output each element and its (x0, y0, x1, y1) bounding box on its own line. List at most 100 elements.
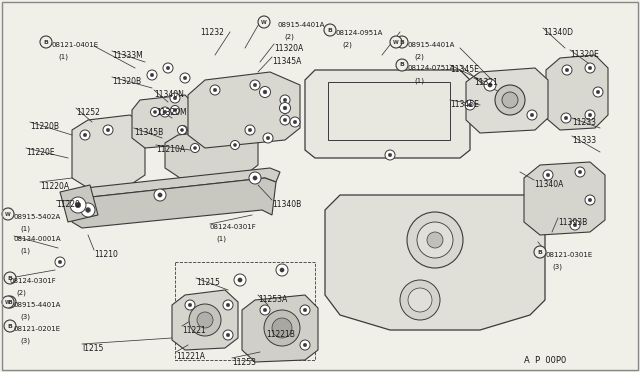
Circle shape (280, 95, 290, 105)
Circle shape (283, 106, 287, 110)
Text: 11340D: 11340D (543, 28, 573, 37)
Circle shape (189, 304, 221, 336)
Circle shape (234, 274, 246, 286)
Circle shape (276, 264, 288, 276)
Polygon shape (325, 195, 545, 330)
Text: 11333M: 11333M (112, 51, 143, 60)
Circle shape (573, 223, 577, 227)
Circle shape (70, 197, 86, 213)
Text: (1): (1) (20, 248, 30, 254)
Circle shape (396, 36, 408, 48)
Circle shape (223, 300, 233, 310)
Circle shape (188, 303, 192, 307)
Polygon shape (72, 168, 280, 202)
Circle shape (484, 79, 496, 91)
Text: 11345B: 11345B (134, 128, 163, 137)
Circle shape (564, 116, 568, 120)
Circle shape (263, 133, 273, 143)
Circle shape (166, 66, 170, 70)
Circle shape (181, 128, 184, 132)
Text: 11320B: 11320B (112, 77, 141, 86)
Text: (3): (3) (20, 338, 30, 344)
Circle shape (561, 113, 571, 123)
Circle shape (103, 125, 113, 135)
Text: B: B (8, 299, 12, 305)
Text: 11210: 11210 (94, 250, 118, 259)
Polygon shape (172, 290, 238, 350)
Text: W: W (5, 212, 11, 217)
Text: W: W (393, 39, 399, 45)
Polygon shape (546, 55, 608, 130)
Circle shape (106, 128, 109, 132)
Circle shape (177, 125, 186, 135)
Circle shape (180, 73, 190, 83)
Circle shape (185, 300, 195, 310)
Text: l1215: l1215 (82, 344, 104, 353)
Text: 11210A: 11210A (156, 145, 185, 154)
Circle shape (585, 195, 595, 205)
Polygon shape (242, 295, 318, 362)
Text: B: B (8, 324, 12, 328)
Text: (2): (2) (284, 34, 294, 41)
Text: 08915-5402A: 08915-5402A (14, 214, 61, 220)
Circle shape (170, 93, 180, 103)
Text: (2): (2) (342, 42, 352, 48)
Text: 08915-4401A: 08915-4401A (278, 22, 325, 28)
Text: A  P  00P0: A P 00P0 (524, 356, 566, 365)
Circle shape (253, 176, 257, 180)
Text: (2): (2) (414, 54, 424, 61)
Polygon shape (188, 72, 300, 148)
Circle shape (234, 144, 237, 147)
Text: (1): (1) (216, 236, 226, 243)
Text: W: W (261, 19, 267, 25)
Circle shape (280, 268, 284, 272)
Text: 11340B: 11340B (272, 200, 301, 209)
Text: B: B (399, 39, 404, 45)
Text: 11232: 11232 (200, 28, 224, 37)
Circle shape (245, 125, 255, 135)
Text: 08124-0951A: 08124-0951A (336, 30, 383, 36)
Polygon shape (305, 70, 470, 158)
Circle shape (293, 120, 297, 124)
Text: 11233: 11233 (572, 118, 596, 127)
Polygon shape (466, 68, 548, 133)
Text: 08124-0751A: 08124-0751A (408, 65, 456, 71)
Circle shape (150, 108, 159, 116)
Circle shape (562, 65, 572, 75)
Circle shape (83, 133, 87, 137)
Text: 08915-4401A: 08915-4401A (14, 302, 61, 308)
Circle shape (80, 130, 90, 140)
Circle shape (465, 100, 475, 110)
Text: 11220A: 11220A (40, 182, 69, 191)
Text: (3): (3) (552, 264, 562, 270)
Circle shape (264, 310, 300, 346)
Text: 08124-0301F: 08124-0301F (10, 278, 57, 284)
Text: B: B (538, 250, 543, 254)
Circle shape (588, 198, 592, 202)
Circle shape (468, 103, 472, 107)
Circle shape (588, 66, 592, 70)
Text: B: B (44, 39, 49, 45)
Circle shape (154, 110, 157, 113)
Circle shape (575, 167, 585, 177)
Circle shape (179, 125, 188, 135)
Text: 08124-0301F: 08124-0301F (210, 224, 257, 230)
Circle shape (249, 172, 261, 184)
Text: (1): (1) (20, 226, 30, 232)
Circle shape (579, 170, 582, 174)
Circle shape (154, 189, 166, 201)
Circle shape (427, 232, 443, 248)
Circle shape (417, 222, 453, 258)
Circle shape (284, 98, 287, 102)
Circle shape (570, 220, 580, 230)
Circle shape (76, 202, 81, 208)
Circle shape (585, 110, 595, 120)
Circle shape (81, 203, 95, 217)
Circle shape (390, 36, 402, 48)
Text: 11220E: 11220E (26, 148, 54, 157)
Circle shape (596, 90, 600, 94)
Circle shape (324, 24, 336, 36)
Circle shape (191, 144, 200, 153)
Circle shape (547, 173, 550, 177)
Polygon shape (72, 178, 276, 228)
